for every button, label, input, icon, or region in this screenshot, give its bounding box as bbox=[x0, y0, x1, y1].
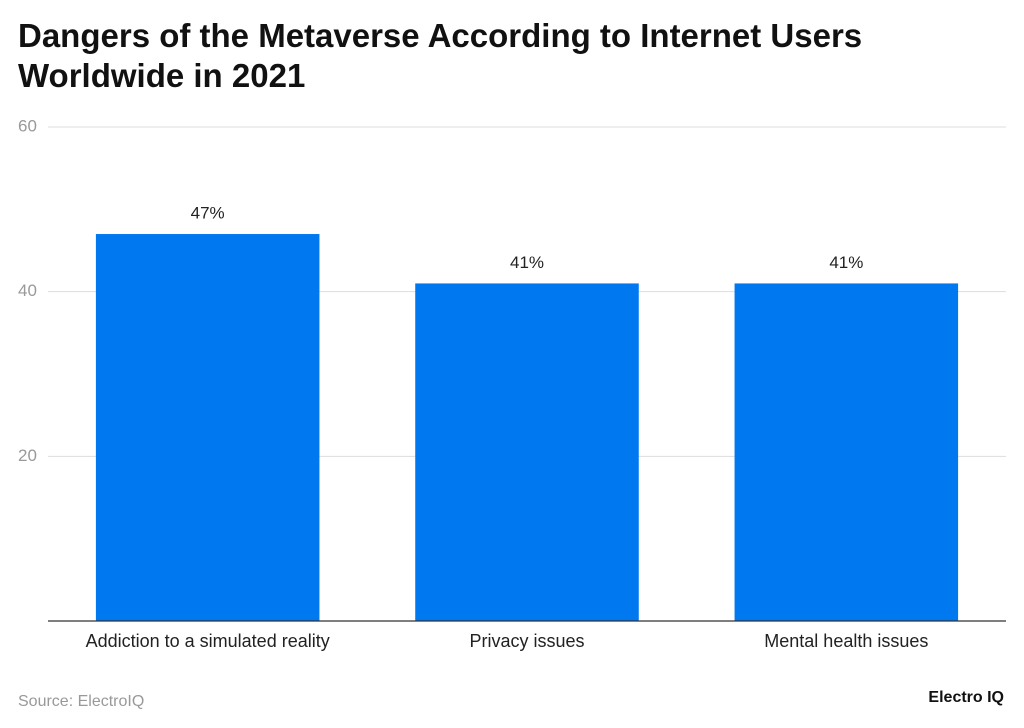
value-label: 41% bbox=[510, 253, 544, 272]
bar bbox=[734, 283, 959, 621]
chart-title: Dangers of the Metaverse According to In… bbox=[18, 17, 863, 94]
x-tick-label: Mental health issues bbox=[764, 631, 928, 651]
y-tick-label: 60 bbox=[18, 116, 37, 135]
y-tick-label: 20 bbox=[18, 446, 37, 465]
bar bbox=[415, 283, 639, 621]
x-tick-label: Privacy issues bbox=[469, 631, 584, 651]
x-tick-label: Addiction to a simulated reality bbox=[86, 631, 330, 651]
logo: Electro IQ bbox=[928, 689, 1004, 706]
y-tick-label: 40 bbox=[18, 281, 37, 300]
value-label: 47% bbox=[191, 204, 225, 223]
value-label: 41% bbox=[829, 253, 863, 272]
source: Source: ElectroIQ bbox=[18, 693, 144, 710]
bar bbox=[95, 234, 320, 622]
